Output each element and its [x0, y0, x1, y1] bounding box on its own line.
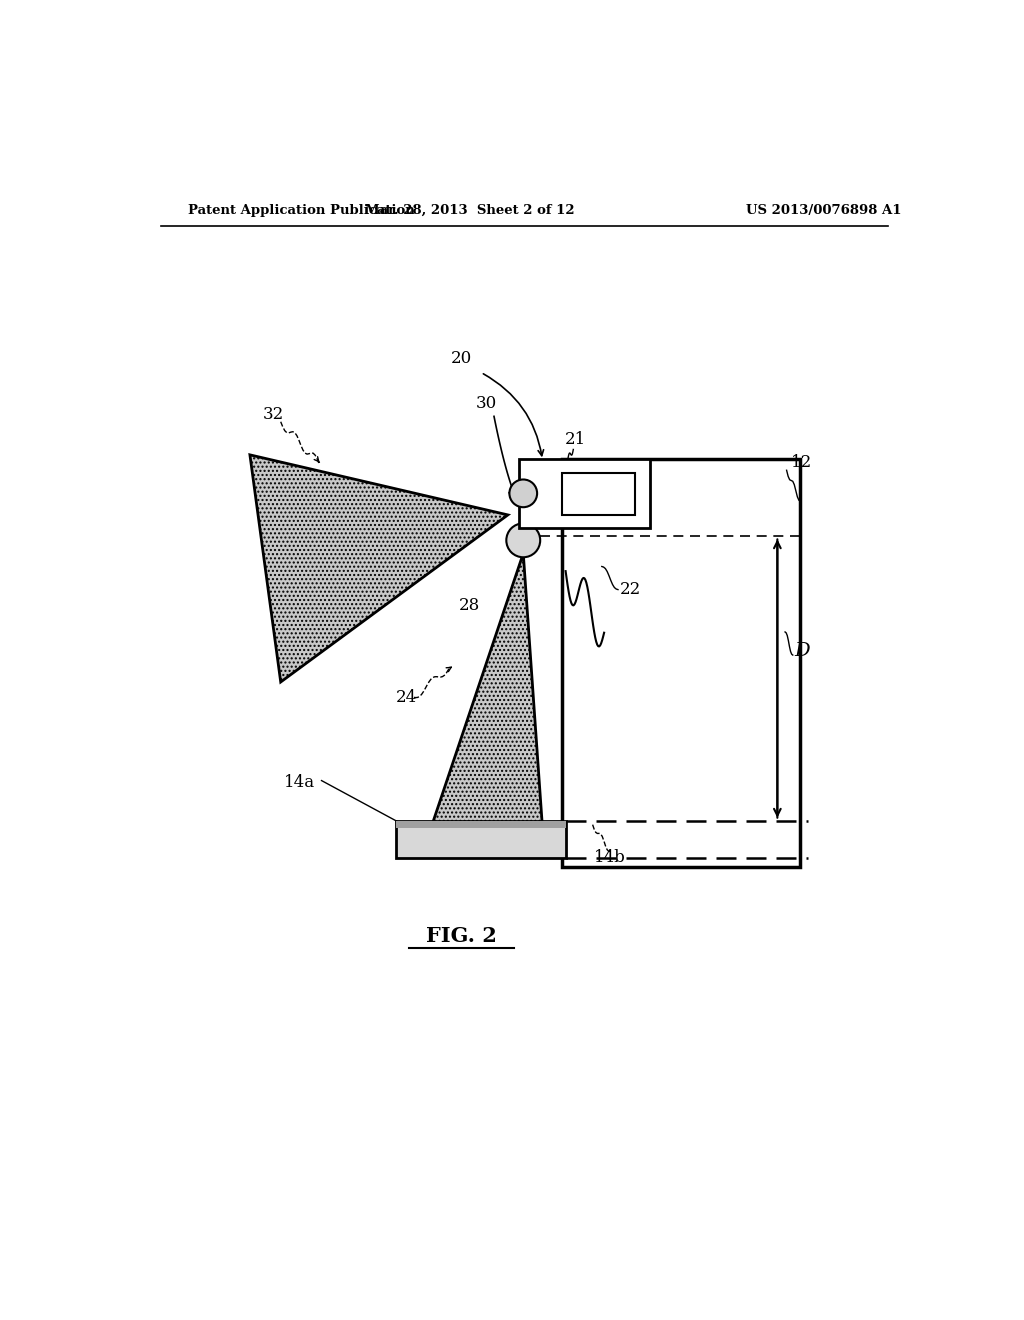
Text: D: D [795, 643, 810, 660]
Circle shape [509, 479, 538, 507]
Text: 32: 32 [262, 405, 284, 422]
Text: 22: 22 [620, 581, 641, 598]
Text: FIG. 2: FIG. 2 [426, 927, 497, 946]
Text: 14b: 14b [594, 849, 627, 866]
Polygon shape [431, 553, 543, 829]
Text: 14a: 14a [285, 774, 315, 791]
Text: 21: 21 [565, 430, 587, 447]
Bar [396, 821, 565, 829]
Bar [396, 821, 565, 858]
Text: 12: 12 [792, 454, 812, 471]
Text: Mar. 28, 2013  Sheet 2 of 12: Mar. 28, 2013 Sheet 2 of 12 [365, 205, 574, 218]
Bar [562, 459, 801, 867]
Text: Patent Application Publication: Patent Application Publication [188, 205, 415, 218]
Circle shape [506, 524, 541, 557]
Bar [562, 473, 635, 515]
Polygon shape [250, 455, 508, 682]
Text: 28: 28 [459, 597, 480, 614]
Text: 30: 30 [476, 395, 497, 412]
Text: 20: 20 [451, 350, 472, 367]
Text: 24: 24 [395, 689, 417, 706]
Bar [519, 459, 650, 528]
Text: US 2013/0076898 A1: US 2013/0076898 A1 [745, 205, 901, 218]
